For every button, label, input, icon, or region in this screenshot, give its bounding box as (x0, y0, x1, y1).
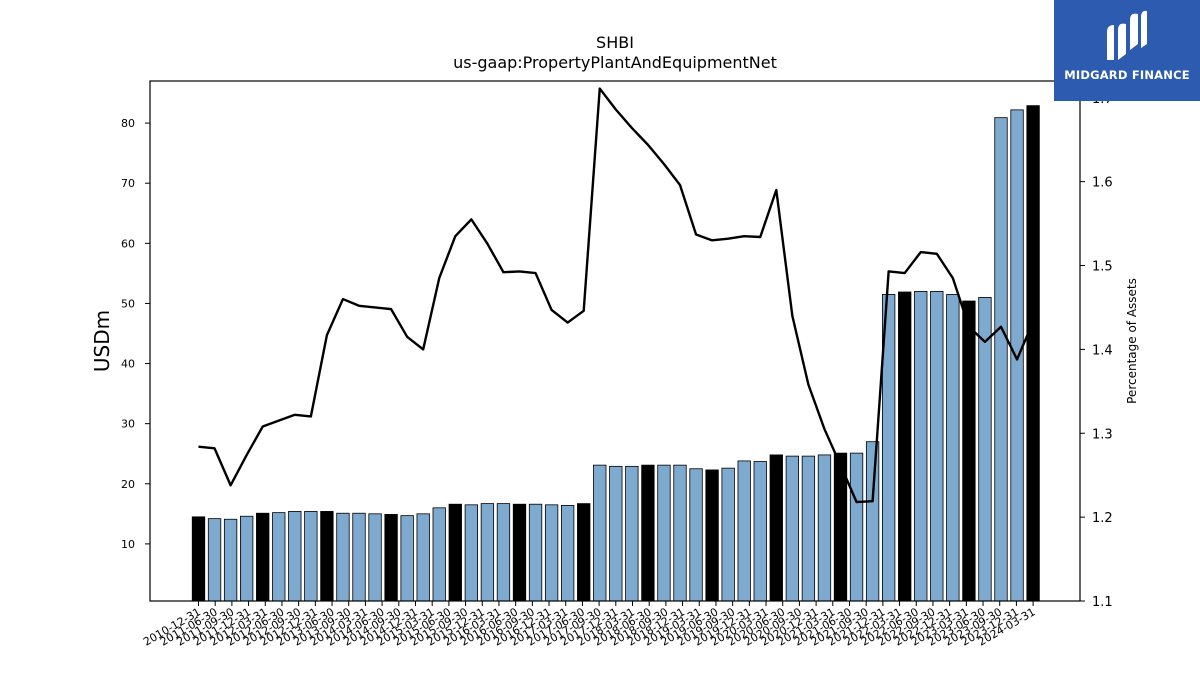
bar (641, 464, 655, 602)
y2-tick-label: 1.4 (1092, 343, 1113, 358)
bar (753, 461, 767, 602)
y-tick-label: 70 (121, 177, 135, 190)
y-tick-label: 60 (121, 237, 135, 250)
bar (865, 441, 880, 602)
bar (705, 469, 719, 602)
bar (239, 515, 254, 602)
y-tick-label: 30 (121, 418, 135, 431)
y-tick-label: 40 (121, 358, 135, 371)
chart-title: SHBI (596, 33, 634, 52)
bar (785, 455, 799, 602)
bar (400, 515, 414, 602)
bar (384, 514, 398, 602)
y-axis: 10 20 30 40 50 60 70 80 (121, 117, 150, 551)
series-line (198, 87, 1035, 504)
bar (721, 467, 735, 602)
bar (544, 504, 559, 602)
plot-frame (149, 80, 1081, 602)
bar (480, 503, 495, 602)
bar (464, 504, 479, 602)
y2-tick-label: 1.2 (1092, 511, 1113, 526)
bar (593, 464, 607, 602)
bar (191, 516, 206, 602)
bar (256, 512, 270, 602)
bar (914, 290, 928, 602)
bar-group (191, 105, 1040, 602)
bar (272, 512, 286, 602)
y-tick-label: 10 (121, 538, 135, 551)
bar (737, 460, 751, 602)
y-tick-label: 50 (121, 297, 135, 310)
bar (432, 507, 446, 602)
y2-tick-label: 1.3 (1092, 427, 1113, 442)
bar (368, 513, 382, 602)
bar (352, 512, 366, 602)
bar (930, 290, 944, 602)
bar (320, 511, 334, 602)
bar (496, 503, 511, 602)
logo-text: MIDGARD FINANCE (1064, 68, 1190, 82)
bar (673, 464, 687, 602)
bar (561, 505, 575, 602)
y2-tick-label: 1.6 (1092, 176, 1113, 191)
bar (1026, 105, 1040, 602)
bar (416, 513, 430, 602)
bar (223, 518, 238, 602)
bar (512, 503, 527, 602)
bar (946, 294, 960, 602)
bar (1010, 109, 1024, 602)
y-axis-label: USDm (90, 310, 114, 372)
y2-axis-label: Percentage of Assets (1125, 278, 1139, 404)
y2-tick-label: 1.1 (1092, 595, 1113, 610)
y2-axis: 1.11.21.31.41.51.61.7 (1080, 92, 1113, 610)
bar (801, 455, 816, 602)
midgard-logo-icon (1107, 10, 1147, 61)
bar (689, 468, 703, 602)
bar (657, 464, 671, 602)
y-tick-label: 20 (121, 478, 135, 491)
bar (336, 512, 350, 602)
bar (528, 503, 543, 602)
bar (962, 300, 976, 602)
bar (609, 465, 623, 602)
bar (817, 454, 832, 602)
y2-tick-label: 1.5 (1092, 260, 1113, 275)
bar (994, 117, 1008, 602)
logo: MIDGARD FINANCE (1054, 0, 1200, 101)
bar (769, 454, 783, 602)
chart-subtitle: us-gaap:PropertyPlantAndEquipmentNet (453, 53, 777, 72)
bar (207, 518, 222, 602)
x-axis: 2010-12-312011-06-302011-09-302011-12-31… (141, 601, 1038, 649)
bar (849, 452, 864, 602)
bar (448, 503, 462, 602)
bar (577, 503, 591, 602)
bar (304, 511, 318, 602)
bar (625, 465, 639, 602)
line-group (198, 87, 1035, 504)
bar (898, 291, 912, 602)
bar (288, 511, 302, 602)
y-tick-label: 80 (121, 117, 135, 130)
